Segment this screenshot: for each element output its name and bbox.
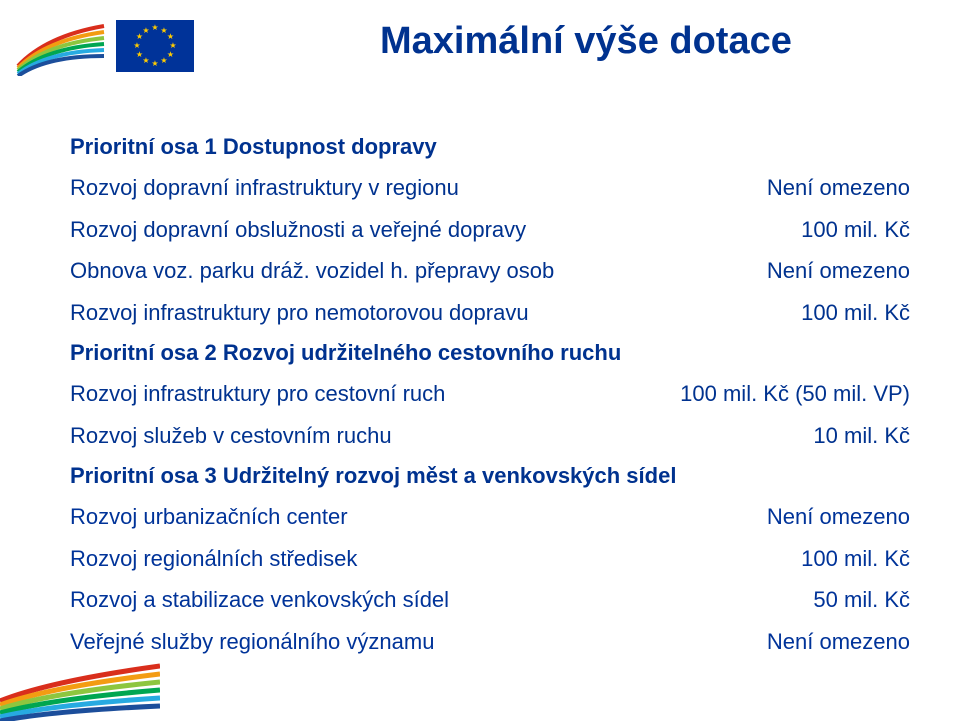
eu-flag-icon: ★ ★ ★ ★ ★ ★ ★ ★ ★ ★ ★ ★ — [116, 20, 194, 72]
slide-title: Maximální výše dotace — [380, 20, 792, 63]
item-label: Rozvoj infrastruktury pro cestovní ruch — [70, 380, 445, 408]
footer-swoosh-icon — [0, 661, 160, 721]
item-row: Obnova voz. parku dráž. vozidel h. přepr… — [70, 257, 910, 285]
item-row: Rozvoj infrastruktury pro cestovní ruch … — [70, 380, 910, 408]
item-label: Rozvoj dopravní obslužnosti a veřejné do… — [70, 216, 526, 244]
item-label: Rozvoj a stabilizace venkovských sídel — [70, 586, 449, 614]
section-2-header: Prioritní osa 2 Rozvoj udržitelného cest… — [70, 340, 910, 366]
item-row: Rozvoj služeb v cestovním ruchu 10 mil. … — [70, 422, 910, 450]
item-label: Obnova voz. parku dráž. vozidel h. přepr… — [70, 257, 554, 285]
item-value: Není omezeno — [747, 503, 910, 531]
item-value: Není omezeno — [747, 628, 910, 656]
item-row: Rozvoj urbanizačních center Není omezeno — [70, 503, 910, 531]
swoosh-icon — [16, 16, 106, 76]
item-label: Rozvoj infrastruktury pro nemotorovou do… — [70, 299, 529, 327]
item-row: Rozvoj dopravní infrastruktury v regionu… — [70, 174, 910, 202]
item-value: Není omezeno — [747, 257, 910, 285]
item-label: Rozvoj služeb v cestovním ruchu — [70, 422, 392, 450]
item-label: Veřejné služby regionálního významu — [70, 628, 434, 656]
item-row: Rozvoj a stabilizace venkovských sídel 5… — [70, 586, 910, 614]
section-1-header: Prioritní osa 1 Dostupnost dopravy — [70, 134, 910, 160]
item-value: 100 mil. Kč — [781, 299, 910, 327]
item-value: 10 mil. Kč — [793, 422, 910, 450]
content: Prioritní osa 1 Dostupnost dopravy Rozvo… — [70, 130, 910, 669]
item-value: 50 mil. Kč — [793, 586, 910, 614]
item-row: Rozvoj regionálních středisek 100 mil. K… — [70, 545, 910, 573]
item-row: Veřejné služby regionálního významu Není… — [70, 628, 910, 656]
item-value: 100 mil. Kč — [781, 216, 910, 244]
section-3-header: Prioritní osa 3 Udržitelný rozvoj měst a… — [70, 463, 910, 489]
item-row: Rozvoj dopravní obslužnosti a veřejné do… — [70, 216, 910, 244]
item-value: Není omezeno — [747, 174, 910, 202]
item-value: 100 mil. Kč (50 mil. VP) — [660, 380, 910, 408]
logo-area: ★ ★ ★ ★ ★ ★ ★ ★ ★ ★ ★ ★ — [16, 16, 194, 76]
item-row: Rozvoj infrastruktury pro nemotorovou do… — [70, 299, 910, 327]
item-label: Rozvoj urbanizačních center — [70, 503, 348, 531]
item-value: 100 mil. Kč — [781, 545, 910, 573]
item-label: Rozvoj dopravní infrastruktury v regionu — [70, 174, 459, 202]
item-label: Rozvoj regionálních středisek — [70, 545, 357, 573]
slide: ★ ★ ★ ★ ★ ★ ★ ★ ★ ★ ★ ★ Maximální výše d… — [0, 0, 960, 721]
